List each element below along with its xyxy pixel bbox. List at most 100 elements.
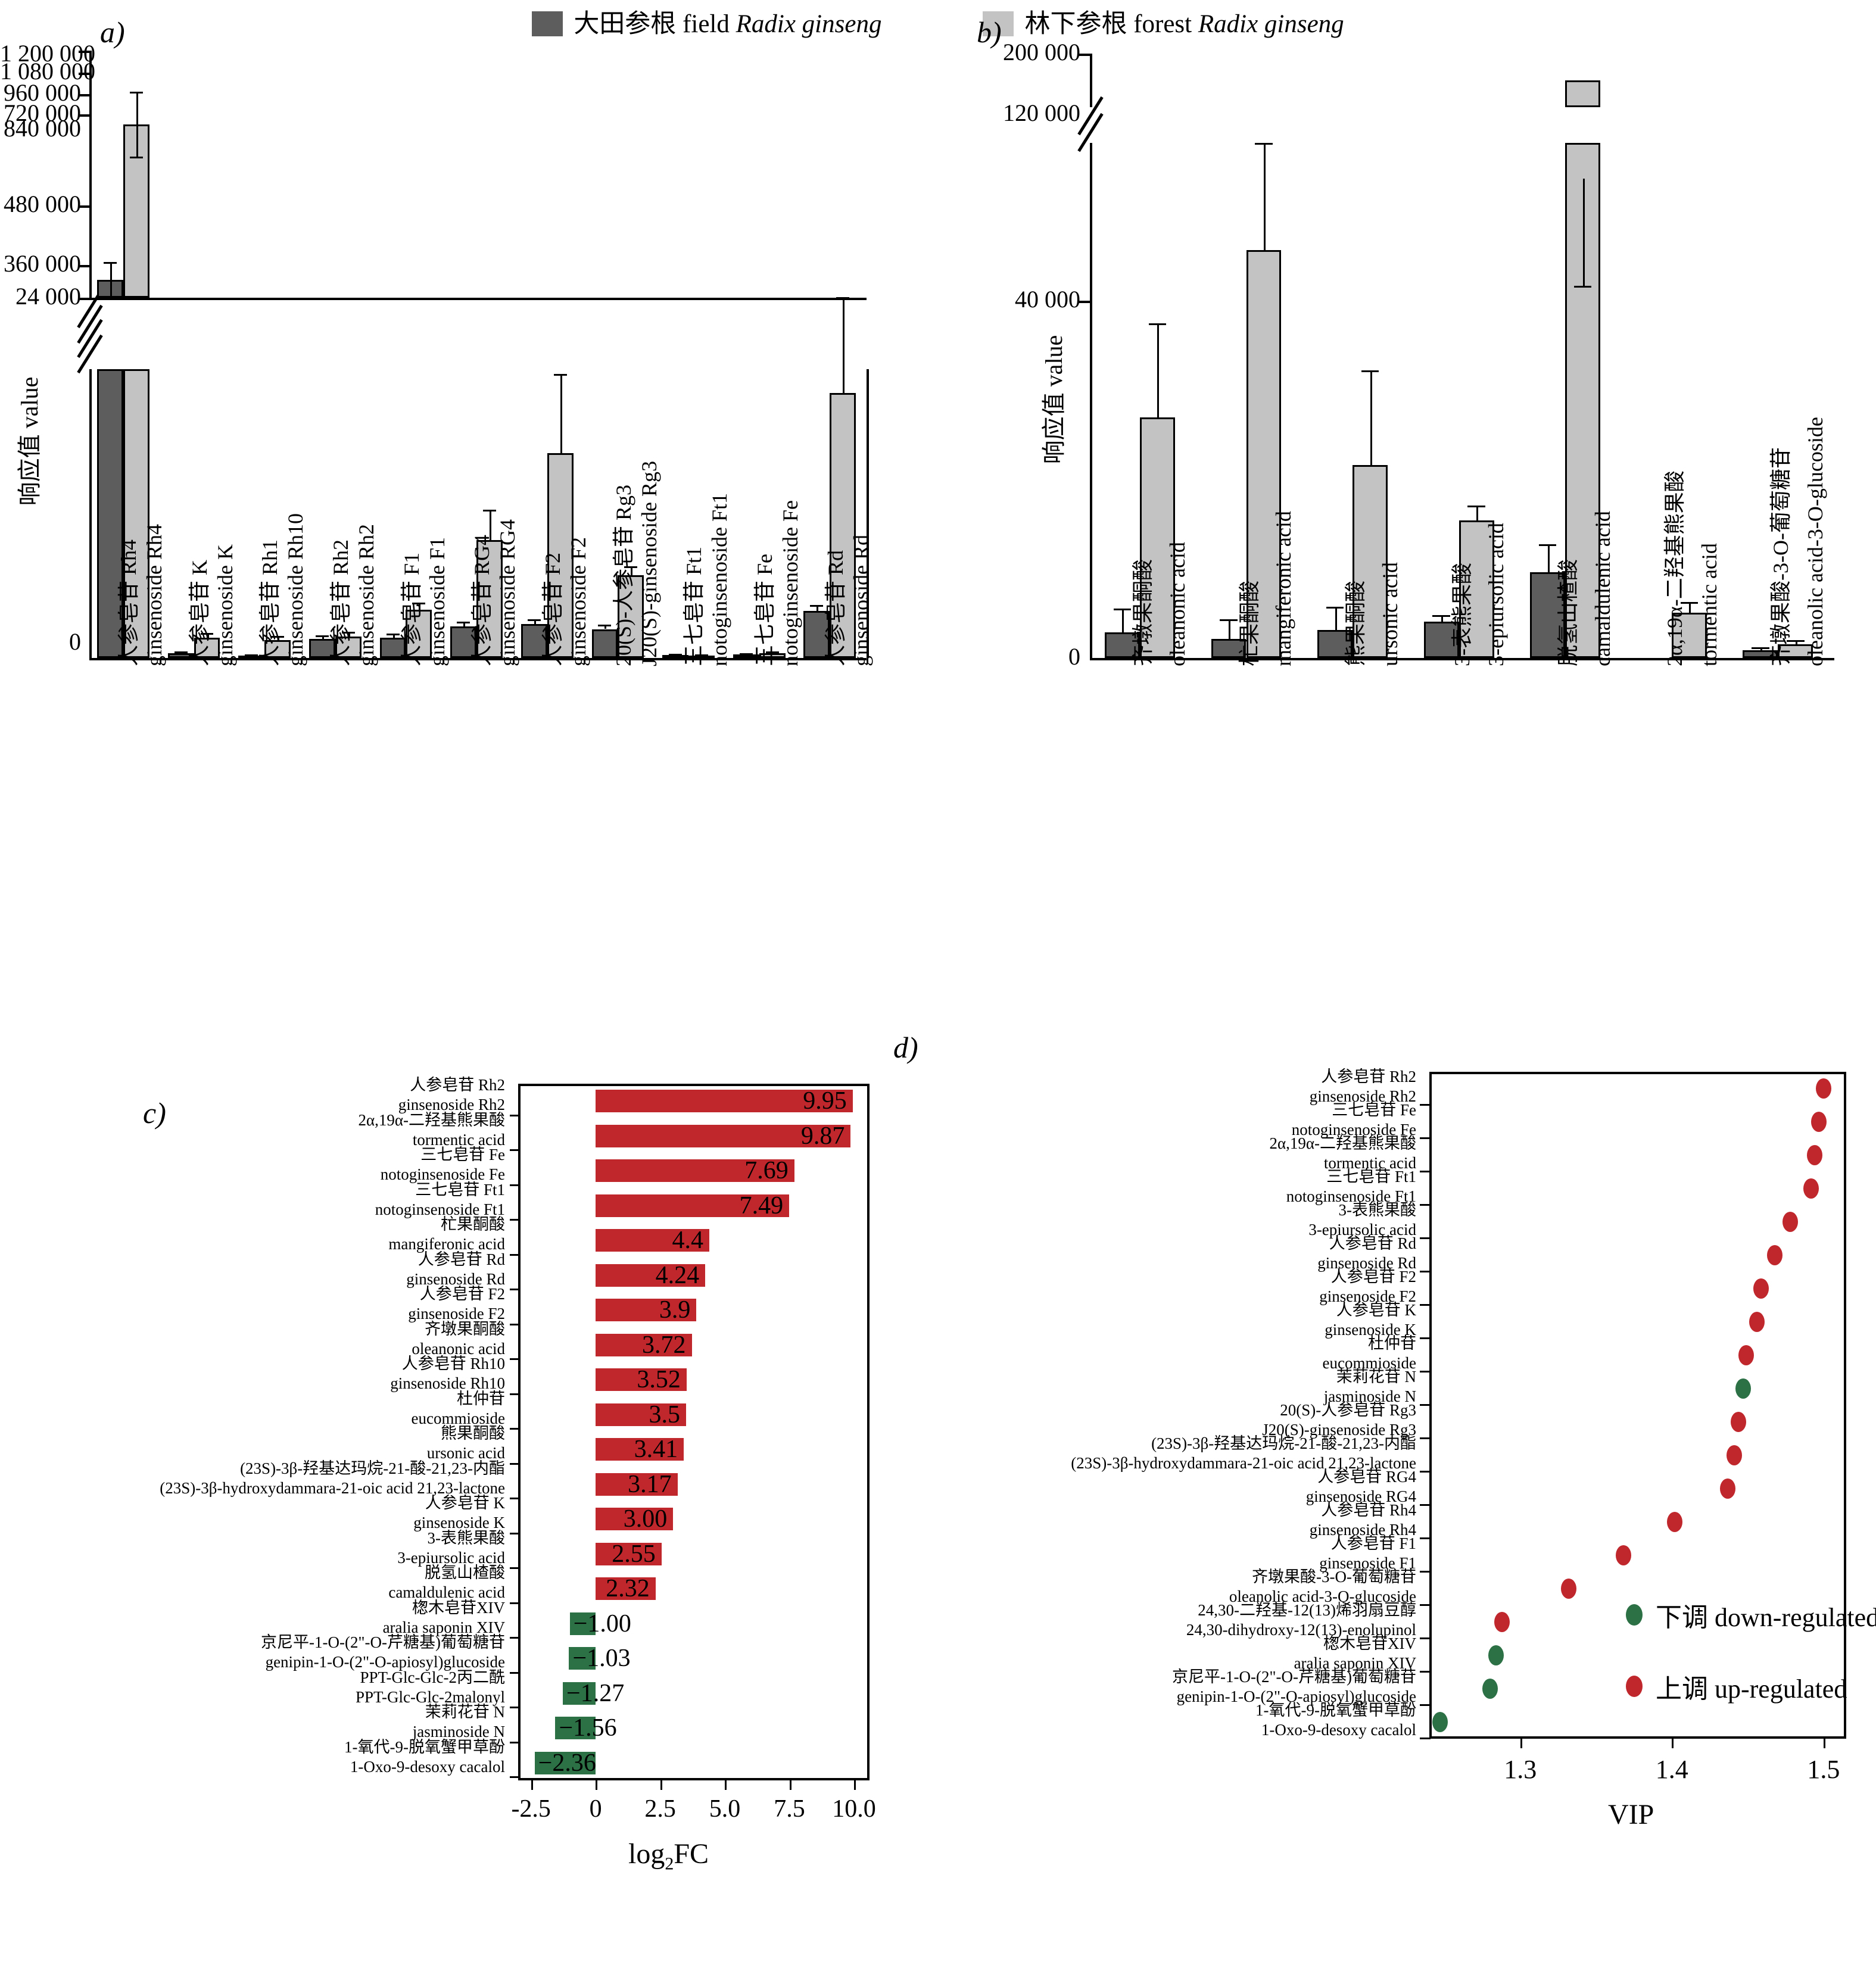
panel-a-bar[interactable]: [547, 453, 574, 658]
panel-c-bar[interactable]: [569, 1647, 596, 1670]
panel-d-point[interactable]: [1720, 1478, 1736, 1499]
panel-d-point[interactable]: [1735, 1378, 1751, 1399]
panel-c-row-label-en: oleanonic acid: [412, 1339, 505, 1358]
panel-c-xtick: [853, 1780, 856, 1790]
panel-b-bar[interactable]: [1423, 621, 1459, 658]
panel-d-point[interactable]: [1494, 1612, 1510, 1632]
panel-c-bar[interactable]: [596, 1299, 697, 1322]
panel-d-point[interactable]: [1767, 1245, 1783, 1265]
panel-a-bar[interactable]: [167, 653, 194, 658]
panel-c-ytick: [510, 1428, 518, 1430]
panel-a-error-cap: [341, 631, 355, 634]
panel-a-bar[interactable]: [194, 637, 220, 658]
panel-c-ytick: [510, 1184, 518, 1186]
panel-d-point[interactable]: [1749, 1312, 1765, 1332]
panel-a-bar-lower-part[interactable]: [97, 369, 123, 658]
panel-d-point[interactable]: [1731, 1412, 1747, 1432]
panel-d-point[interactable]: [1432, 1712, 1448, 1732]
panel-a-xtick-label-cn: 人参皂苷 Rd: [823, 550, 847, 666]
panel-c-bar[interactable]: [534, 1751, 596, 1774]
panel-a-bar[interactable]: [733, 654, 759, 658]
panel-b-bar[interactable]: [1778, 644, 1813, 658]
panel-c-bar[interactable]: [596, 1577, 656, 1601]
panel-b-error-cap: [1113, 609, 1132, 611]
panel-a-bar[interactable]: [618, 575, 644, 658]
panel-b-bar[interactable]: [1246, 250, 1282, 658]
panel-c-bar[interactable]: [563, 1682, 596, 1705]
panel-c-bar[interactable]: [596, 1194, 790, 1217]
panel-d-row-label-en: ginsenoside Rd: [1317, 1254, 1416, 1272]
panel-a-bar[interactable]: [521, 624, 547, 658]
panel-c-bar[interactable]: [596, 1368, 687, 1392]
panel-b-xtick-label-en: oleanonic acid: [1165, 542, 1189, 666]
panel-c-bar[interactable]: [596, 1473, 678, 1496]
panel-c-bar[interactable]: [596, 1229, 710, 1252]
panel-b-bar[interactable]: [1671, 613, 1707, 658]
panel-a-bar[interactable]: [803, 611, 830, 658]
panel-a-bar[interactable]: [264, 640, 291, 658]
panel-c-bar[interactable]: [569, 1612, 596, 1635]
panel-c-bar[interactable]: [596, 1333, 692, 1356]
panel-a-bar[interactable]: [591, 629, 618, 658]
panel-a-bar[interactable]: [379, 637, 406, 658]
panel-b-bar[interactable]: [1211, 638, 1246, 658]
panel-c-bar[interactable]: [596, 1090, 853, 1113]
panel-b-xtick-label-cn: 脱氢山楂酸: [1556, 559, 1581, 666]
panel-a-bar[interactable]: [335, 636, 362, 658]
panel-c-bar[interactable]: [596, 1159, 794, 1183]
panel-c-bar[interactable]: [596, 1542, 662, 1565]
panel-c-bar-value: 9.87: [800, 1122, 845, 1150]
panel-d-point[interactable]: [1482, 1679, 1498, 1699]
panel-c-bar[interactable]: [596, 1438, 684, 1461]
panel-a-bar[interactable]: [662, 654, 689, 659]
panel-c-bar[interactable]: [555, 1717, 596, 1740]
panel-a-bar-upper-part[interactable]: [123, 124, 149, 298]
panel-d-point[interactable]: [1753, 1278, 1769, 1299]
panel-d-point[interactable]: [1726, 1445, 1742, 1465]
panel-b-bar[interactable]: [1743, 650, 1778, 658]
panel-b-bar[interactable]: [1139, 417, 1175, 658]
panel-d-point[interactable]: [1811, 1112, 1827, 1132]
panel-d-point[interactable]: [1815, 1078, 1831, 1099]
panel-a-bar-lower-part[interactable]: [123, 369, 149, 658]
panel-a-xtick-label-cn: 人参皂苷 F1: [399, 552, 423, 666]
panel-d-point[interactable]: [1561, 1579, 1577, 1599]
panel-c-bar[interactable]: [596, 1264, 706, 1287]
panel-c-bar-value: 4.24: [655, 1261, 700, 1289]
panel-c-bar[interactable]: [596, 1124, 851, 1147]
panel-d-point[interactable]: [1806, 1145, 1822, 1165]
panel-b-bar-lower-part[interactable]: [1565, 143, 1601, 658]
panel-a-bar[interactable]: [450, 626, 477, 658]
panel-a-error-bar: [278, 635, 280, 640]
panel-c-bar[interactable]: [596, 1508, 674, 1531]
panel-d-point[interactable]: [1782, 1212, 1798, 1232]
panel-a-bar[interactable]: [830, 393, 856, 658]
panel-a-error-bar: [560, 374, 562, 454]
panel-a-xtick-label-en: ginsenoside Rh2: [354, 524, 379, 666]
panel-a-xtick-label-en: notoginsenoside Fe: [778, 500, 802, 666]
panel-a-error-cap: [695, 654, 708, 656]
panel-b-bar[interactable]: [1353, 464, 1388, 658]
panel-b-bar[interactable]: [1317, 630, 1353, 658]
panel-d-ytick: [1420, 1637, 1431, 1639]
panel-d-point[interactable]: [1667, 1512, 1683, 1532]
panel-d-point[interactable]: [1488, 1645, 1504, 1665]
panel-d-plot-area: [1429, 1072, 1846, 1739]
panel-a-bar[interactable]: [308, 638, 335, 658]
panel-a-bar[interactable]: [406, 610, 432, 658]
panel-b-bar-upper-part[interactable]: [1565, 80, 1601, 107]
panel-a-bar[interactable]: [476, 539, 503, 658]
panel-d-point[interactable]: [1615, 1545, 1631, 1565]
panel-a-bar[interactable]: [759, 653, 786, 658]
panel-c-row-label-en: 1-Oxo-9-desoxy cacalol: [350, 1757, 505, 1776]
panel-d-point[interactable]: [1738, 1345, 1754, 1365]
panel-a-bar[interactable]: [238, 655, 265, 659]
panel-d-row-label-en: notoginsenoside Ft1: [1286, 1187, 1416, 1205]
panel-b-bar[interactable]: [1459, 520, 1494, 658]
panel-b-bar[interactable]: [1530, 572, 1566, 658]
panel-d-point[interactable]: [1803, 1178, 1819, 1199]
panel-a-ytick-label: 840 000: [4, 115, 81, 142]
panel-a-bar[interactable]: [688, 655, 715, 659]
panel-c-bar[interactable]: [596, 1403, 686, 1426]
panel-b-bar[interactable]: [1105, 632, 1140, 658]
